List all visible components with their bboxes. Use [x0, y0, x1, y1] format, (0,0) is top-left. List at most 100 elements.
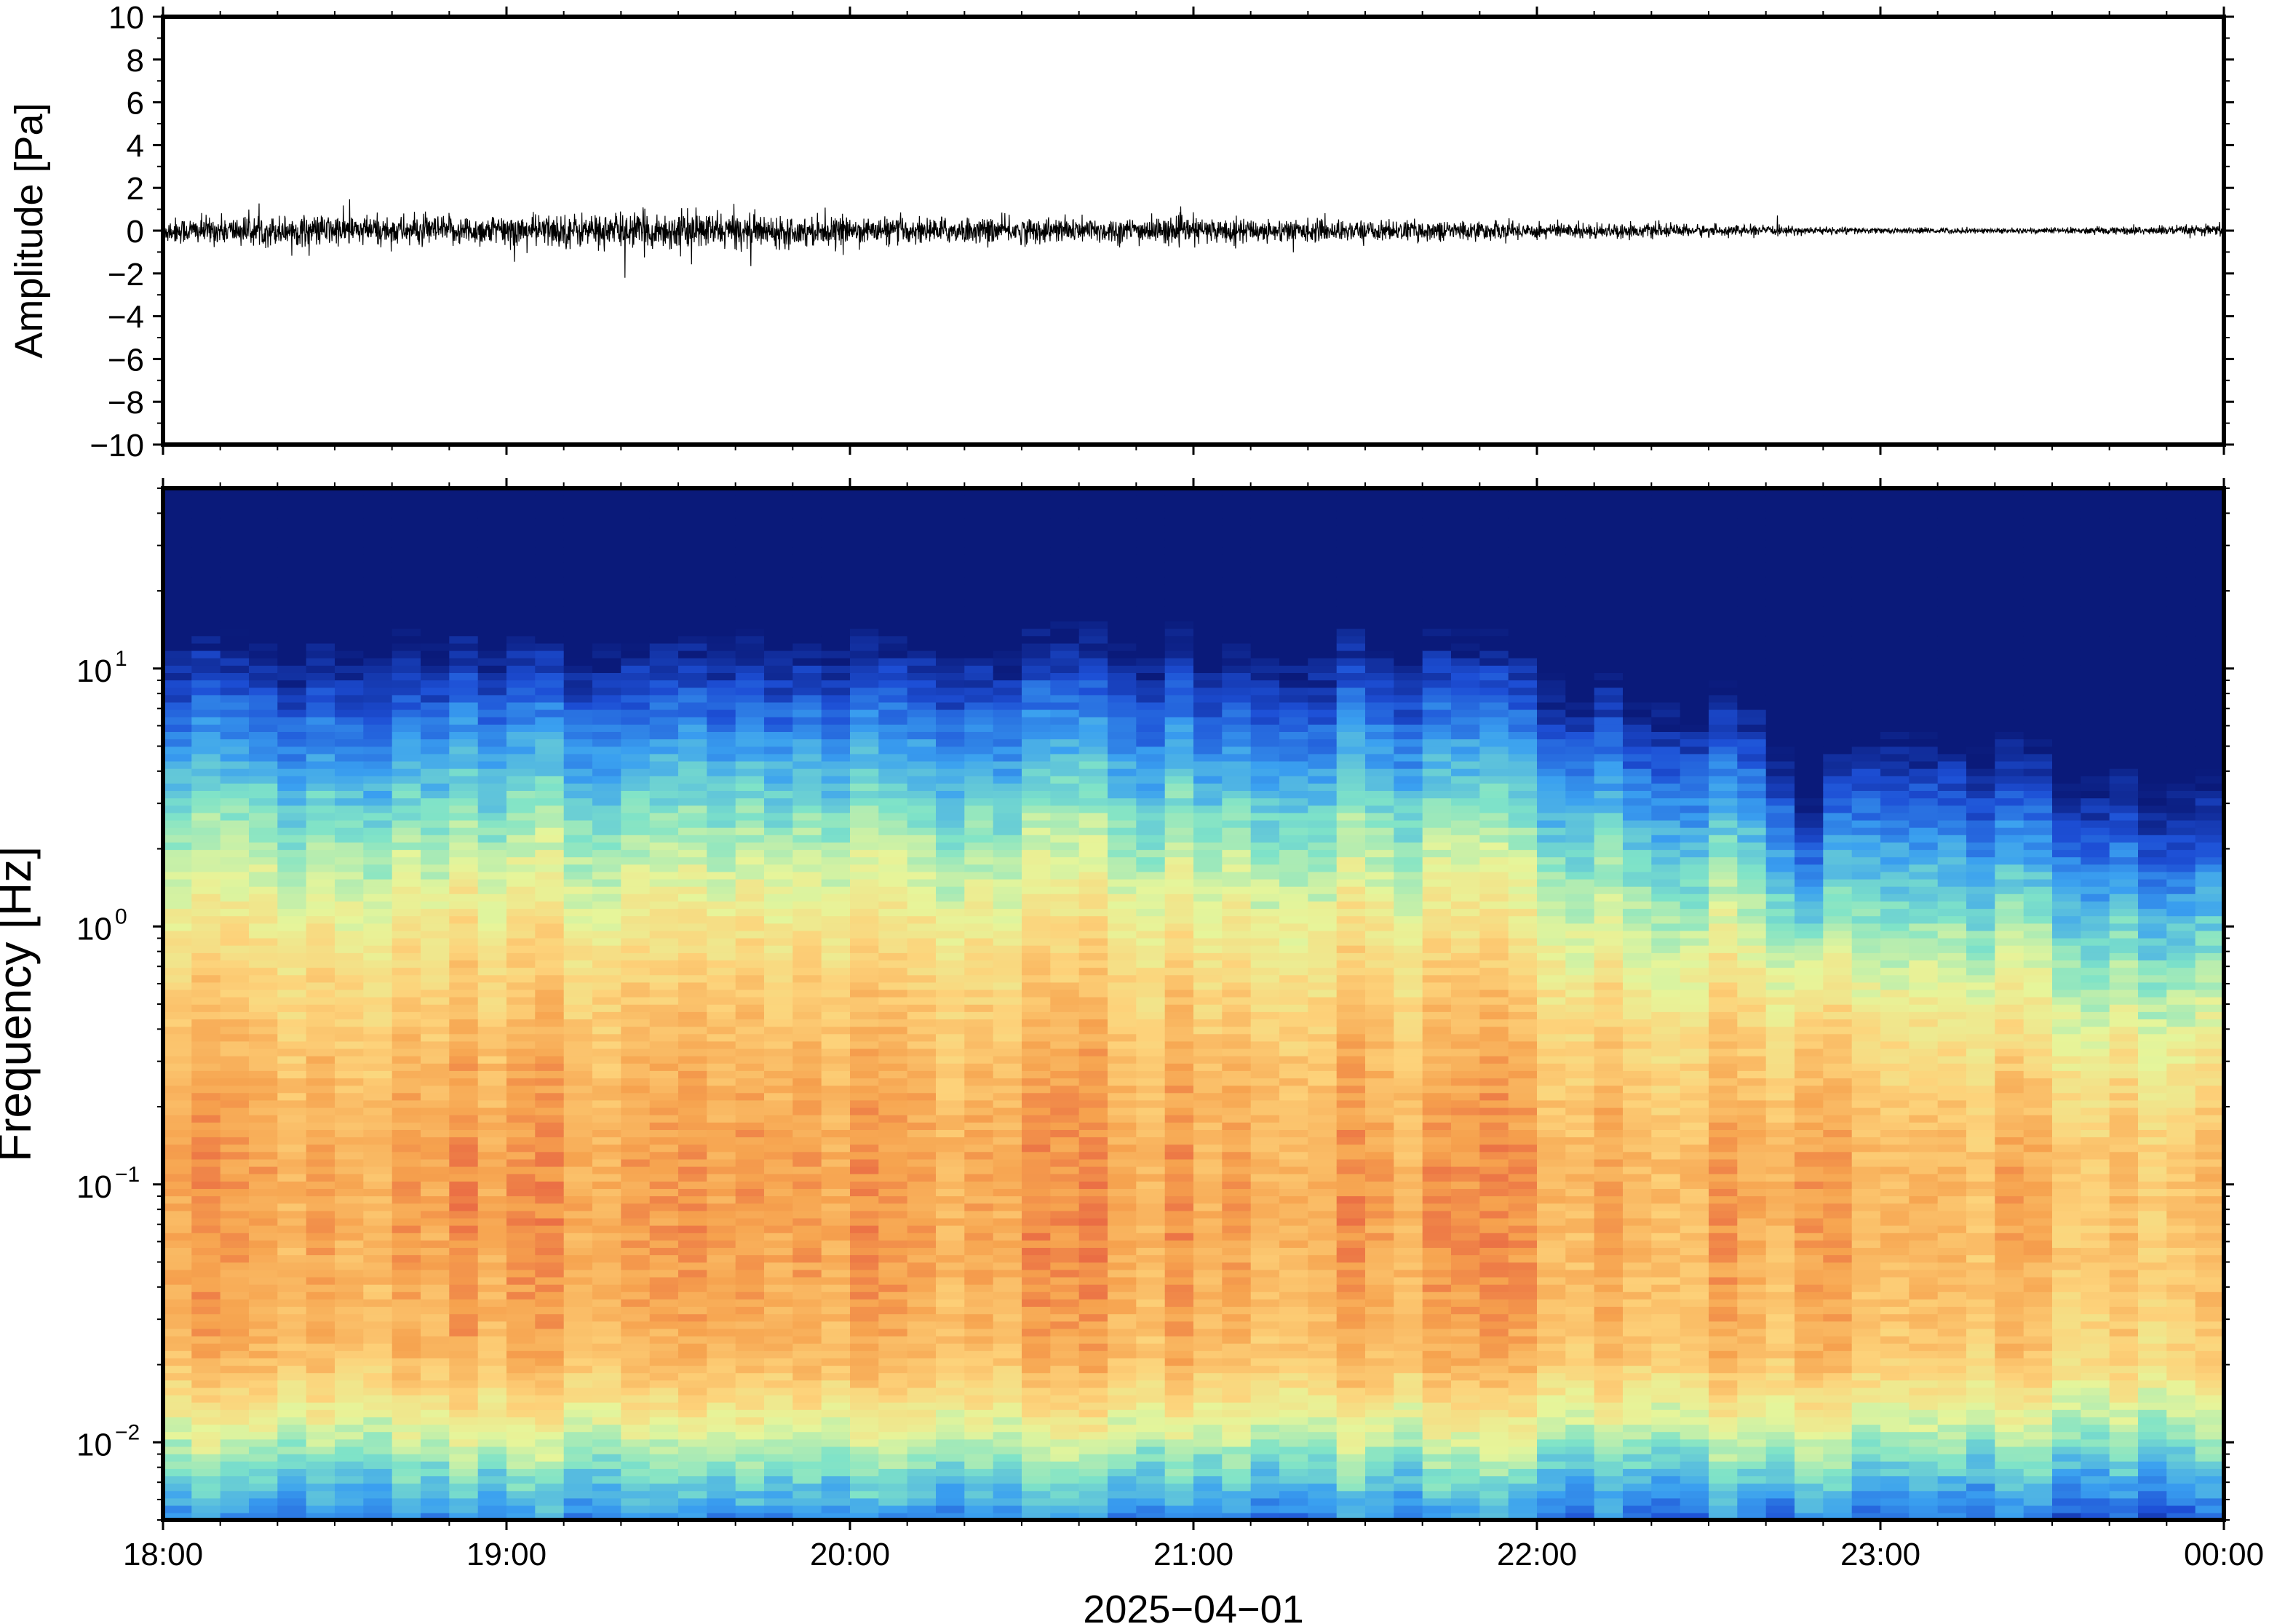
- spectrogram-cell: [1108, 1276, 1137, 1285]
- spectrogram-cell: [563, 658, 593, 666]
- spectrogram-cell: [707, 1350, 736, 1358]
- spectrogram-cell: [477, 1424, 507, 1433]
- spectrogram-cell: [335, 849, 365, 858]
- spectrogram-cell: [993, 1085, 1022, 1094]
- spectrogram-cell: [649, 1401, 679, 1410]
- spectrogram-cell: [163, 724, 193, 732]
- spectrogram-cell: [449, 1453, 479, 1462]
- spectrogram-cell: [1050, 576, 1080, 585]
- spectrogram-cell: [563, 532, 593, 541]
- spectrogram-cell: [878, 982, 908, 990]
- spectrogram-cell: [563, 621, 593, 629]
- spectrogram-cell: [649, 982, 679, 990]
- spectrogram-cell: [1050, 1321, 1080, 1329]
- spectrogram-cell: [363, 1299, 393, 1307]
- spectrogram-cell: [535, 1497, 565, 1506]
- spectrogram-cell: [335, 1276, 365, 1285]
- spectrogram-cell: [621, 665, 651, 673]
- spectrogram-cell: [477, 1188, 507, 1197]
- spectrogram-cell: [964, 842, 994, 851]
- spectrogram-cell: [907, 554, 937, 563]
- spectrogram-cell: [678, 554, 708, 563]
- spectrogram-cell: [764, 687, 794, 696]
- spectrogram-cell: [764, 960, 794, 968]
- spectrogram-cell: [1108, 1490, 1137, 1499]
- spectrogram-cell: [678, 871, 708, 880]
- spectrogram-cell: [363, 1409, 393, 1417]
- spectrogram-cell: [477, 885, 507, 894]
- spectrogram-cell: [191, 856, 221, 865]
- spectrogram-cell: [449, 974, 479, 983]
- spectrogram-cell: [421, 717, 450, 725]
- spectrogram-cell: [821, 1306, 851, 1315]
- spectrogram-cell: [993, 1276, 1022, 1285]
- spectrogram-cell: [1164, 1114, 1194, 1123]
- spectrogram-cell: [191, 1512, 221, 1520]
- spectrogram-cell: [306, 1099, 335, 1108]
- spectrogram-cell: [993, 960, 1022, 968]
- spectrogram-cell: [563, 613, 593, 622]
- spectrogram-cell: [735, 945, 765, 953]
- spectrogram-cell: [649, 680, 679, 688]
- spectrogram-cell: [335, 1070, 365, 1079]
- spectrogram-cell: [1022, 1446, 1052, 1454]
- spectrogram-cell: [220, 1505, 250, 1513]
- spectrogram-cell: [421, 1217, 450, 1226]
- spectrogram-cell: [850, 797, 880, 806]
- spectrogram-cell: [592, 864, 622, 872]
- spectrogram-cell: [592, 1114, 622, 1123]
- spectrogram-cell: [535, 1269, 565, 1278]
- spectrogram-cell: [535, 1424, 565, 1433]
- spectrogram-cell: [764, 1401, 794, 1410]
- spectrogram-cell: [964, 694, 994, 703]
- spectrogram-cell: [649, 878, 679, 887]
- spectrogram-cell: [506, 937, 536, 946]
- spectrogram-cell: [792, 1438, 822, 1447]
- spectrogram-cell: [563, 1247, 593, 1256]
- spectrogram-cell: [678, 1394, 708, 1403]
- spectrogram-cell: [163, 1490, 193, 1499]
- spectrogram-cell: [563, 835, 593, 843]
- spectrogram-cell: [277, 842, 307, 851]
- spectrogram-cell: [421, 1129, 450, 1138]
- spectrogram-cell: [477, 613, 507, 622]
- spectrogram-cell: [764, 532, 794, 541]
- spectrogram-cell: [421, 1269, 450, 1278]
- spectrogram-cell: [163, 1033, 193, 1042]
- spectrogram-cell: [449, 835, 479, 843]
- spectrogram-cell: [907, 1417, 937, 1425]
- spectrogram-cell: [850, 1033, 880, 1042]
- spectrogram-cell: [1022, 1019, 1052, 1027]
- spectrogram-cell: [249, 569, 279, 578]
- spectrogram-cell: [678, 517, 708, 526]
- spectrogram-cell: [1022, 1372, 1052, 1381]
- spectrogram-cell: [392, 1099, 421, 1108]
- spectrogram-cell: [649, 658, 679, 666]
- spectrogram-cell: [563, 849, 593, 858]
- spectrogram-cell: [392, 1225, 421, 1233]
- spectrogram-cell: [907, 606, 937, 614]
- spectrogram-cell: [163, 797, 193, 806]
- spectrogram-cell: [764, 1240, 794, 1248]
- spectrogram-cell: [764, 613, 794, 622]
- spectrogram-cell: [535, 1380, 565, 1388]
- spectrogram-cell: [335, 974, 365, 983]
- spectrogram-cell: [163, 562, 193, 570]
- spectrogram-cell: [535, 1063, 565, 1071]
- spectrogram-cell: [563, 628, 593, 637]
- spectrogram-cell: [592, 960, 622, 968]
- spectrogram-cell: [964, 878, 994, 887]
- spectrogram-cell: [535, 827, 565, 835]
- spectrogram-cell: [821, 908, 851, 917]
- spectrogram-cell: [335, 591, 365, 600]
- spectrogram-cell: [191, 1497, 221, 1506]
- spectrogram-cell: [850, 776, 880, 784]
- spectrogram-cell: [477, 1505, 507, 1513]
- spectrogram-cell: [1108, 1342, 1137, 1351]
- spectrogram-cell: [1108, 885, 1137, 894]
- spectrogram-cell: [392, 893, 421, 901]
- spectrogram-cell: [306, 547, 335, 555]
- spectrogram-cell: [1078, 1461, 1108, 1469]
- spectrogram-cell: [1136, 650, 1166, 658]
- spectrogram-cell: [707, 901, 736, 909]
